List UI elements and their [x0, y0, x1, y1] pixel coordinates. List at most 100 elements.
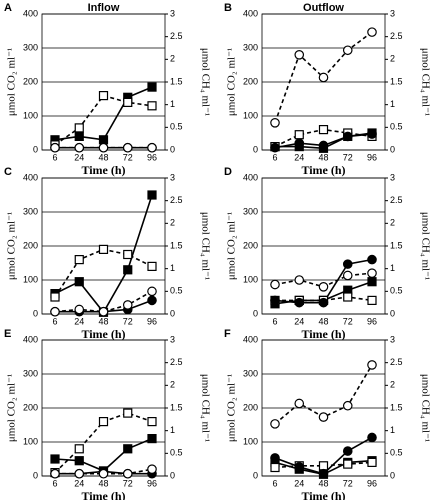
x-axis-label: Time (h) — [81, 163, 125, 177]
y-tick-label: 400 — [243, 8, 258, 18]
marker — [123, 265, 133, 275]
x-tick-label: 6 — [272, 152, 277, 162]
x-tick-label: 48 — [318, 316, 328, 326]
y2-tick-label: 1 — [390, 425, 395, 435]
marker — [122, 142, 133, 153]
y2-tick-label: 3 — [170, 334, 175, 344]
x-tick-label: 48 — [98, 478, 108, 488]
y2-tick-label: 2.5 — [390, 357, 403, 367]
y2-tick-label: 2.5 — [390, 195, 403, 205]
y-axis-label: μmol CO₂ ml⁻¹ — [6, 374, 18, 442]
y2-tick-label: 0.5 — [390, 286, 403, 296]
y-tick-label: 100 — [23, 436, 38, 446]
x-tick-label: 6 — [52, 478, 57, 488]
x-tick-label: 96 — [147, 316, 157, 326]
x-tick-label: 48 — [98, 152, 108, 162]
x-tick-label: 96 — [367, 316, 377, 326]
y-tick-label: 300 — [243, 42, 258, 52]
y2-tick-label: 1 — [170, 263, 175, 273]
y-tick-label: 400 — [243, 334, 258, 344]
series-line — [54, 248, 153, 298]
marker — [342, 446, 353, 456]
y2-tick-label: 0 — [390, 470, 395, 480]
marker — [123, 249, 133, 260]
marker — [367, 129, 377, 139]
marker — [98, 468, 109, 479]
y2-tick-label: 3 — [390, 8, 395, 18]
y2-tick-label: 2.5 — [170, 195, 183, 205]
marker — [318, 412, 329, 422]
marker — [367, 432, 377, 443]
marker — [270, 419, 280, 429]
marker — [270, 453, 280, 463]
y-axis-label: μmol CO₂ ml⁻¹ — [226, 374, 238, 442]
x-tick-label: 96 — [147, 478, 157, 488]
x-tick-label: 96 — [367, 152, 377, 162]
y-tick-label: 0 — [33, 308, 38, 318]
marker — [367, 457, 377, 467]
x-tick-label: 96 — [147, 152, 157, 162]
plot-frame — [261, 177, 386, 315]
y-tick-label: 0 — [253, 308, 258, 318]
marker — [74, 142, 85, 153]
x-tick-label: 48 — [318, 478, 328, 488]
x-tick-label: 48 — [98, 316, 108, 326]
marker — [123, 408, 133, 418]
x-tick-label: 6 — [52, 152, 57, 162]
y-tick-label: 0 — [253, 470, 258, 480]
y-axis-label: μmol CO₂ ml⁻¹ — [226, 48, 238, 116]
marker — [74, 255, 84, 265]
marker — [147, 434, 157, 444]
x-tick-label: 6 — [272, 316, 277, 326]
marker — [50, 292, 60, 302]
y-tick-label: 100 — [243, 274, 258, 284]
y-tick-label: 100 — [243, 436, 258, 446]
x-axis-label: Time (h) — [81, 327, 125, 341]
marker — [74, 277, 84, 287]
panel-label: F — [224, 328, 231, 340]
x-tick-label: 72 — [343, 316, 353, 326]
y2-tick-label: 1 — [390, 263, 395, 273]
x-tick-label: 6 — [52, 316, 57, 326]
y2-tick-label: 2.5 — [390, 31, 403, 41]
marker — [367, 360, 377, 370]
y-axis-label: μmol CO₂ ml⁻¹ — [226, 212, 238, 280]
y2-tick-label: 0 — [170, 144, 175, 154]
marker — [74, 304, 85, 315]
x-tick-label: 24 — [294, 478, 304, 488]
y2-axis-label: μmol CH₄ ml⁻¹ — [199, 374, 211, 442]
marker — [147, 295, 157, 306]
y-tick-label: 300 — [243, 206, 258, 216]
y2-tick-label: 2 — [390, 54, 395, 64]
y-tick-label: 400 — [243, 172, 258, 182]
y2-tick-label: 3 — [390, 334, 395, 344]
y-tick-label: 200 — [243, 240, 258, 250]
y-tick-label: 200 — [23, 240, 38, 250]
marker — [294, 462, 305, 472]
y2-tick-label: 0.5 — [170, 448, 183, 458]
marker — [294, 398, 305, 409]
marker — [147, 82, 157, 92]
marker — [342, 131, 353, 142]
marker — [122, 468, 133, 479]
marker — [123, 444, 133, 454]
marker — [98, 306, 109, 317]
marker — [270, 142, 280, 153]
marker — [74, 456, 84, 466]
marker — [318, 297, 329, 308]
y-tick-label: 100 — [243, 110, 258, 120]
y2-axis-label: μmol CH₄ ml⁻¹ — [419, 374, 431, 442]
y-tick-label: 300 — [23, 368, 38, 378]
y-tick-label: 0 — [33, 144, 38, 154]
x-axis-label: Time (h) — [81, 489, 125, 500]
marker — [147, 190, 157, 200]
y2-tick-label: 2 — [170, 380, 175, 390]
marker — [74, 131, 84, 141]
panel-label: C — [4, 166, 12, 178]
marker — [294, 49, 305, 60]
x-tick-label: 24 — [294, 316, 304, 326]
y-tick-label: 300 — [23, 42, 38, 52]
marker — [50, 142, 60, 153]
x-tick-label: 96 — [367, 478, 377, 488]
